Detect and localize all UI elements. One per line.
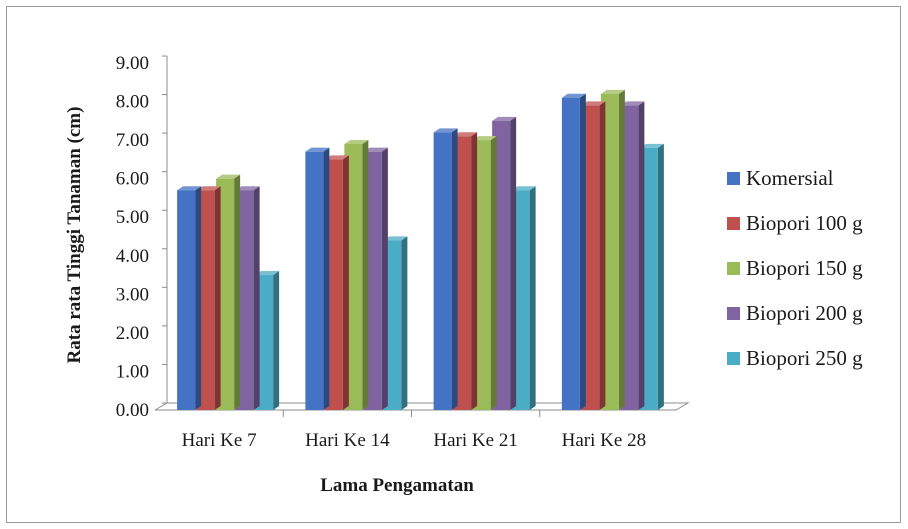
bar-top (255, 271, 280, 276)
bar-side (510, 116, 517, 410)
bar-side (362, 139, 369, 410)
legend-item: Biopori 150 g (727, 256, 863, 280)
bar-side (618, 89, 625, 410)
y-tick-label: 4.00 (116, 246, 149, 267)
legend-swatch (727, 172, 740, 185)
bar-top (216, 174, 241, 179)
bar-top (344, 139, 369, 144)
y-tick-label: 5.00 (116, 207, 149, 228)
bar-side (381, 147, 388, 410)
x-tick-label: Hari Ke 21 (433, 430, 517, 451)
y-tick-label: 7.00 (116, 130, 149, 151)
bar-top (472, 136, 497, 141)
bar-top (235, 186, 260, 191)
bars (177, 89, 664, 411)
bar-komersial-hari-ke-28 (561, 93, 586, 410)
x-tick-label: Hari Ke 7 (182, 430, 257, 451)
y-tick-label: 9.00 (116, 53, 149, 74)
legend-swatch (727, 262, 740, 275)
legend-label: Komersial (746, 166, 834, 190)
bar-top (433, 128, 458, 133)
bar-top (600, 89, 625, 94)
bar-side (253, 186, 260, 410)
bar-side (657, 143, 664, 411)
bar-side (273, 271, 280, 410)
x-tick-label: Hari Ke 14 (305, 430, 390, 451)
y-axis-title: Rata rata Tinggi Tanaman (cm) (64, 107, 85, 364)
y-tick-labels: 0.00 1.00 2.00 3.00 4.00 5.00 6.00 7.00 8.00 9.00 (116, 53, 149, 421)
x-tick-labels: Hari Ke 7 Hari Ke 14 Hari Ke 21 Hari Ke 28 (182, 430, 646, 451)
legend-swatch (727, 217, 740, 230)
bar-top (196, 186, 221, 191)
y-tick-label: 8.00 (116, 92, 149, 113)
bar-top (620, 101, 645, 106)
bar-side (451, 128, 458, 410)
bar-top (177, 186, 202, 191)
legend-label: Biopori 150 g (746, 256, 863, 280)
y-tick-label: 3.00 (116, 284, 149, 305)
y-tick-label: 6.00 (116, 169, 149, 190)
bar-top (453, 132, 478, 137)
bar-top (383, 236, 408, 241)
bar-side (195, 186, 202, 410)
bar-top (639, 143, 664, 148)
bar-front (433, 132, 452, 410)
bar-top (561, 93, 586, 98)
bar-komersial-hari-ke-21 (433, 128, 458, 410)
x-axis-title: Lama Pengamatan (320, 475, 474, 496)
legend-swatch (727, 307, 740, 320)
legend-swatch (727, 352, 740, 365)
bar-front (561, 97, 580, 410)
bar-side (214, 186, 221, 410)
bar-top (324, 155, 349, 160)
bar-top (492, 116, 517, 121)
bar-top (305, 147, 330, 152)
bar-side (471, 132, 478, 410)
bar-side (638, 101, 645, 411)
bar-side (401, 236, 408, 410)
legend-label: Biopori 250 g (746, 346, 863, 370)
bar-front (177, 190, 196, 410)
bar-side (490, 136, 497, 410)
y-tick-label: 1.00 (116, 361, 149, 382)
bar-komersial-hari-ke-7 (177, 186, 202, 410)
bar-komersial-hari-ke-14 (305, 147, 330, 410)
bar-top (581, 101, 606, 106)
legend-item: Biopori 200 g (727, 301, 863, 325)
bar-side (342, 155, 349, 410)
y-tick-label: 2.00 (116, 323, 149, 344)
y-tick-label: 0.00 (116, 400, 149, 421)
bar-top (511, 186, 536, 191)
legend-item: Biopori 100 g (727, 211, 863, 235)
bar-side (234, 174, 241, 410)
legend: Komersial Biopori 100 g Biopori 150 g Biopo… (727, 166, 863, 370)
bar-front (305, 151, 324, 410)
legend-label: Biopori 200 g (746, 301, 863, 325)
bar-side (323, 147, 330, 410)
bar-side (579, 93, 586, 410)
x-tick-label: Hari Ke 28 (562, 430, 646, 451)
bar-top (363, 147, 388, 152)
bar-side (529, 186, 536, 410)
legend-item: Biopori 250 g (727, 346, 863, 370)
legend-label: Biopori 100 g (746, 211, 863, 235)
bar-side (599, 101, 606, 411)
legend-item: Komersial (727, 166, 834, 190)
